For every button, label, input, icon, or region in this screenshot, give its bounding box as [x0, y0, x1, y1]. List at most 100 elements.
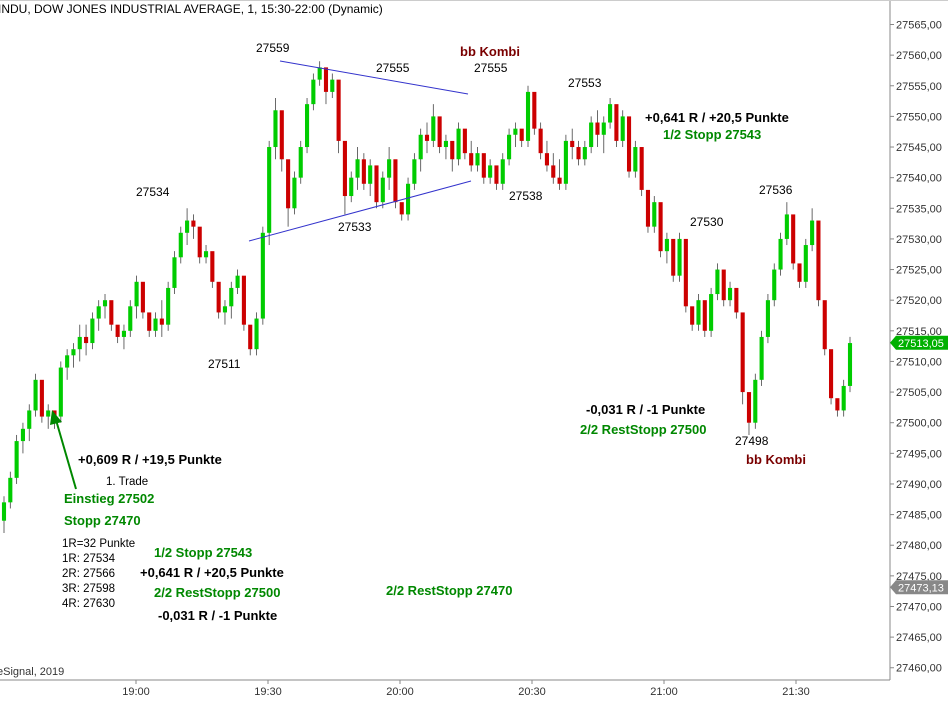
summary-half-stopp: 1/2 Stopp 27543 — [154, 545, 252, 560]
x-tick-label: 20:00 — [386, 686, 414, 698]
candle-body — [633, 147, 638, 172]
candle — [368, 159, 373, 197]
candle — [538, 122, 543, 160]
candle-body — [620, 116, 625, 141]
candle — [27, 404, 32, 442]
candle — [746, 392, 752, 435]
y-tick-label: 27510,00 — [896, 356, 942, 368]
y-tick-label: 27540,00 — [896, 173, 942, 185]
price-label-27498: 27498 — [735, 434, 769, 448]
price-label-27511: 27511 — [208, 357, 241, 371]
y-tick-label: 27475,00 — [896, 571, 942, 583]
candle — [109, 300, 114, 331]
r-list-0: 1R=32 Punkte — [62, 538, 135, 550]
candle-body — [847, 343, 853, 386]
y-tick-label: 27555,00 — [896, 81, 942, 93]
candle — [664, 232, 669, 264]
candle-body — [39, 379, 44, 417]
candle — [784, 202, 789, 246]
candle — [595, 110, 600, 148]
candle-body — [841, 385, 846, 411]
price-label-27536: 27536 — [759, 183, 793, 197]
candle-body — [393, 159, 398, 203]
candle-body — [14, 441, 19, 478]
candle — [229, 281, 234, 319]
candle — [829, 349, 834, 405]
candle-body — [513, 128, 518, 135]
candle — [544, 140, 550, 172]
candle-body — [626, 116, 632, 172]
candle — [153, 312, 158, 337]
y-tick-label: 27465,00 — [896, 632, 942, 644]
candle — [765, 294, 770, 344]
candle — [507, 128, 512, 166]
candle — [608, 98, 613, 129]
candle — [20, 422, 25, 454]
candle-body — [197, 226, 202, 258]
candle — [134, 275, 139, 319]
candle-body — [273, 110, 278, 148]
lower-trendline[interactable] — [248, 180, 472, 242]
candle — [709, 287, 714, 337]
candle — [690, 306, 695, 331]
y-tick-label: 27500,00 — [896, 418, 942, 430]
candle — [77, 324, 82, 362]
candle — [121, 324, 127, 350]
candle — [551, 153, 556, 184]
candle — [185, 208, 190, 246]
candle-body — [721, 269, 726, 301]
candle — [810, 208, 815, 252]
candle-body — [8, 477, 13, 503]
candle — [406, 177, 411, 221]
candle-body — [645, 189, 651, 227]
summary-result-2: -0,031 R / -1 Punkte — [158, 608, 277, 623]
candle-body — [595, 122, 600, 135]
candle — [279, 110, 284, 172]
bb-kombi-label-2: bb Kombi — [746, 452, 806, 467]
candle-body — [286, 159, 291, 209]
candle — [393, 159, 398, 209]
candle — [803, 238, 808, 288]
price-tag-box — [890, 335, 948, 350]
candle — [8, 471, 13, 509]
candle-body — [128, 306, 133, 331]
candle — [178, 226, 183, 264]
candle-body — [664, 238, 669, 252]
price-label-27553: 27553 — [568, 76, 602, 90]
price-label-27559: 27559 — [256, 41, 290, 55]
candle-body — [368, 165, 373, 184]
candle-body — [109, 300, 114, 325]
candle-body — [58, 367, 63, 417]
candle — [721, 269, 726, 307]
candle-body — [658, 202, 663, 252]
candle — [576, 140, 581, 166]
candle — [589, 116, 594, 154]
candle-body — [90, 318, 95, 344]
candle-body — [210, 251, 215, 282]
upper-trendline[interactable] — [279, 60, 469, 95]
candle — [715, 263, 720, 301]
candle-body — [235, 275, 240, 288]
candle-body — [399, 202, 404, 215]
candle — [525, 85, 531, 148]
candle-body — [582, 147, 587, 160]
candle — [96, 300, 101, 331]
y-tick-label: 27505,00 — [896, 387, 942, 399]
candle-body — [709, 294, 714, 331]
candle-body — [829, 349, 834, 399]
candle-body — [267, 147, 272, 233]
candle — [273, 98, 278, 160]
candle-body — [532, 91, 537, 129]
candle-body — [279, 110, 284, 160]
candle-body — [147, 312, 152, 331]
candle-body — [159, 318, 164, 325]
r-list-2: 2R: 27566 — [62, 568, 115, 580]
candle-body — [456, 128, 461, 160]
y-tick-label: 27550,00 — [896, 111, 942, 123]
candle-body — [494, 165, 499, 184]
candle-body — [96, 306, 101, 319]
candle — [349, 171, 354, 203]
copyright: eSignal, 2019 — [0, 666, 64, 678]
price-label-27538: 27538 — [509, 189, 543, 203]
